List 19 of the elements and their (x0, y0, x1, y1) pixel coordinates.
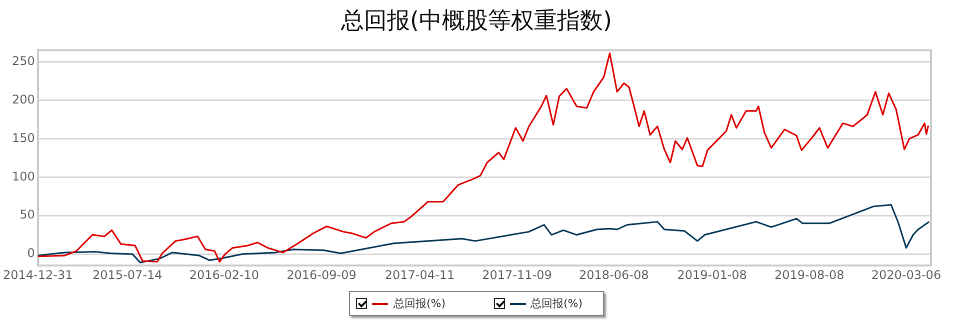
x-tick-label: 2016-09-09 (286, 268, 356, 282)
x-tick-label: 2014-12-31 (2, 268, 73, 282)
x-tick-label: 2020-03-06 (871, 268, 942, 282)
x-tick-label: 2019-01-08 (677, 268, 747, 282)
y-tick-label: 200 (12, 92, 35, 106)
chart-title: 总回报(中概股等权重指数) (340, 7, 613, 36)
y-tick-label: 0 (27, 246, 35, 260)
y-tick-label: 150 (12, 130, 35, 145)
x-tick-label: 2015-07-14 (92, 268, 162, 282)
y-tick-label: 100 (12, 169, 35, 184)
x-tick-label: 2016-02-10 (189, 268, 260, 282)
x-tick-label: 2017-11-09 (482, 268, 552, 282)
x-tick-label: 2019-08-08 (774, 268, 844, 282)
x-tick-label: 2017-04-11 (384, 268, 455, 282)
legend-label: 总回报(%) (393, 296, 446, 311)
x-tick-label: 2018-06-08 (578, 268, 649, 282)
legend-label: 总回报(%) (530, 296, 583, 311)
y-tick-label: 50 (20, 208, 35, 222)
y-tick-label: 250 (12, 54, 35, 68)
